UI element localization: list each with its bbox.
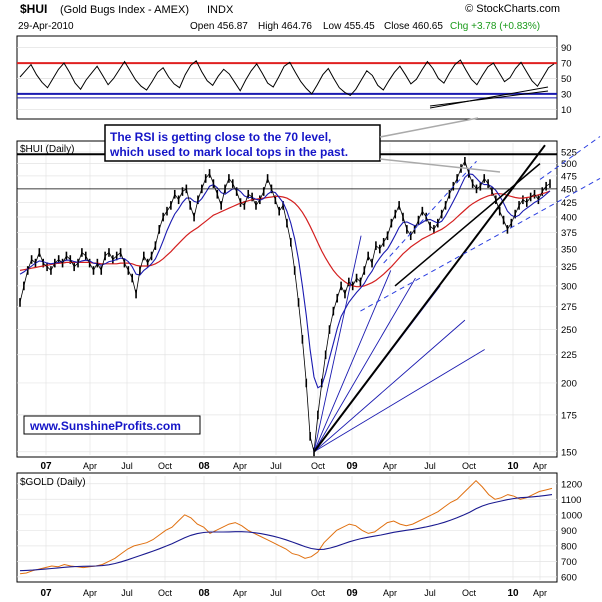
date: 29-Apr-2010	[18, 21, 74, 32]
rsi-chart: 90 70 50 30 10	[17, 43, 572, 116]
gold-x-tick-label: Apr	[383, 588, 397, 598]
price-tick-label: 225	[561, 350, 577, 361]
price-x-tick-label: Jul	[121, 461, 133, 471]
price-tick-label: 375	[561, 228, 577, 239]
annotation-pointer-price	[379, 158, 501, 173]
gold-panel-title: $GOLD (Daily)	[20, 477, 86, 488]
watermark: www.SunshineProfits.com	[29, 419, 181, 433]
gold-price-line	[19, 479, 553, 575]
price-x-tick-label: 07	[40, 461, 52, 472]
rsi-trendline	[429, 86, 549, 109]
price-tick-label: 475	[561, 171, 577, 182]
annotation-line-2: which used to mark local tops in the pas…	[109, 145, 348, 159]
gold-ma-line	[19, 494, 553, 572]
gold-x-tick-label: 09	[346, 588, 358, 599]
watermark-box	[23, 415, 201, 435]
price-tick-label: 525	[561, 147, 577, 158]
close-value: Close 460.65	[384, 21, 443, 32]
gold-tick-label: 900	[561, 526, 577, 537]
price-tick-label: 425	[561, 198, 577, 209]
price-x-tick-label: Apr	[383, 461, 397, 471]
annotation-pointer-rsi	[379, 117, 479, 138]
gold-x-tick-label: Jul	[121, 588, 133, 598]
gold-tick-label: 1200	[561, 479, 582, 490]
price-tick-label: 450	[561, 184, 577, 195]
gold-x-tick-label: Jul	[424, 588, 436, 598]
gold-x-tick-label: Oct	[311, 588, 326, 598]
price-tick-label: 275	[561, 302, 577, 313]
gold-price-chart: 1200 1100 1000 900 800 700 600 07 Apr Jul Oct 08 Apr…	[17, 476, 582, 599]
channel-lower	[360, 177, 601, 312]
index-name: (Gold Bugs Index - AMEX)	[60, 4, 189, 16]
price-x-tick-label: Oct	[158, 461, 173, 471]
change-value: Chg +3.78 (+0.83%)	[450, 21, 540, 32]
price-tick-label: 150	[561, 447, 577, 458]
price-x-tick-label: Apr	[83, 461, 97, 471]
gold-tick-label: 700	[561, 557, 577, 568]
gold-x-tick-label: 08	[198, 588, 210, 599]
annotation-box	[104, 124, 381, 162]
price-x-tick-label: Apr	[233, 461, 247, 471]
price-tick-label: 300	[561, 281, 577, 292]
price-x-tick-label: Apr	[533, 461, 547, 471]
fan-line	[313, 270, 392, 452]
rsi-tick-label: 10	[561, 105, 572, 116]
price-x-tick-label: 10	[507, 461, 519, 472]
price-tick-label: 200	[561, 378, 577, 389]
fan-line	[313, 349, 485, 453]
inner-trendline	[394, 163, 541, 287]
price-x-tick-label: Oct	[311, 461, 326, 471]
fan-line	[313, 319, 466, 453]
price-tick-label: 400	[561, 213, 577, 224]
gold-tick-label: 1000	[561, 510, 582, 521]
price-tick-label: 500	[561, 159, 577, 170]
rsi-tick-label: 50	[561, 74, 572, 85]
rsi-tick-label: 90	[561, 43, 572, 54]
high-value: High 464.76	[258, 21, 312, 32]
fan-line	[313, 277, 416, 453]
symbol: $HUI	[20, 2, 47, 16]
price-tick-label: 325	[561, 262, 577, 273]
channel-extension	[539, 136, 601, 180]
gold-x-tick-label: Apr	[83, 588, 97, 598]
gold-x-tick-label: Oct	[462, 588, 477, 598]
gold-x-tick-label: 10	[507, 588, 519, 599]
rsi-line	[19, 59, 555, 97]
price-panel-title: $HUI (Daily)	[20, 144, 74, 155]
gold-tick-label: 600	[561, 572, 577, 583]
ma-slow-line	[19, 190, 551, 288]
price-tick-label: 250	[561, 325, 577, 336]
ma-fast-line	[19, 173, 551, 389]
channel-upper	[383, 160, 477, 264]
rsi-tick-label: 30	[561, 89, 572, 100]
rsi-trendline-2	[429, 90, 549, 107]
price-tick-label: 350	[561, 244, 577, 255]
support-trendline	[313, 144, 546, 453]
fan-line	[313, 235, 362, 452]
price-x-tick-label: 09	[346, 461, 358, 472]
price-x-tick-label: Jul	[270, 461, 282, 471]
open-value: Open 456.87	[190, 21, 248, 32]
rsi-tick-label: 70	[561, 59, 572, 70]
low-value: Low 455.45	[323, 21, 375, 32]
annotation-line-1: The RSI is getting close to the 70 level…	[110, 130, 331, 144]
price-x-tick-label: 08	[198, 461, 210, 472]
gold-tick-label: 1100	[561, 495, 581, 506]
price-tick-label: 175	[561, 410, 577, 421]
source-credit: © StockCharts.com	[465, 3, 560, 15]
gold-x-tick-label: Jul	[270, 588, 282, 598]
gold-x-tick-label: Oct	[158, 588, 173, 598]
price-x-tick-label: Jul	[424, 461, 436, 471]
exchange: INDX	[207, 4, 234, 16]
gold-x-tick-label: Apr	[233, 588, 247, 598]
gold-x-tick-label: Apr	[533, 588, 547, 598]
rsi-panel	[16, 35, 558, 120]
gold-tick-label: 800	[561, 541, 577, 552]
gold-x-tick-label: 07	[40, 588, 52, 599]
price-x-tick-label: Oct	[462, 461, 477, 471]
gold-panel	[16, 472, 558, 583]
